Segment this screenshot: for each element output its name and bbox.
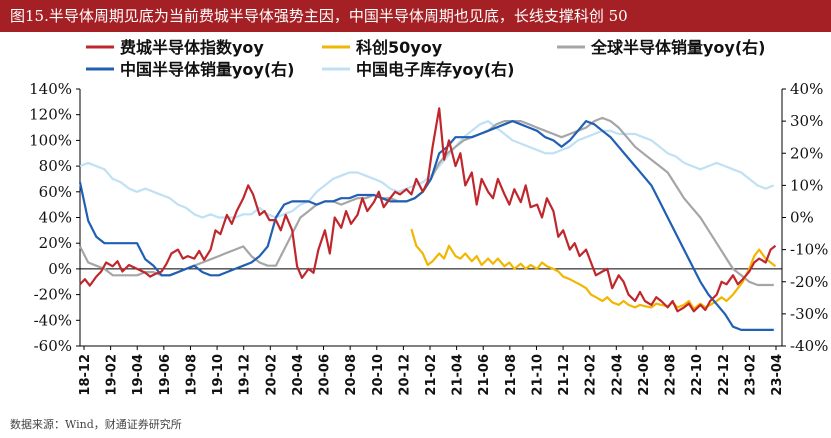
x-tick-label: 22-04 — [610, 354, 625, 396]
x-tick-label: 21-02 — [424, 354, 439, 396]
x-tick-label: 21-04 — [451, 354, 466, 396]
x-tick-label: 19-10 — [211, 354, 226, 396]
right-tick-label: -30% — [790, 305, 828, 323]
right-tick-label: -40% — [790, 337, 828, 355]
right-tick-label: 30% — [790, 112, 823, 130]
x-tick-label: 19-02 — [105, 354, 120, 396]
left-tick-label: 60% — [39, 183, 72, 201]
legend-label: 中国电子库存yoy(右) — [356, 60, 514, 79]
x-tick-label: 18-12 — [78, 354, 93, 396]
left-tick-label: 140% — [29, 80, 72, 98]
left-tick-label: -20% — [34, 286, 72, 304]
x-tick-label: 22-08 — [664, 354, 679, 396]
x-tick-label: 19-12 — [238, 354, 253, 396]
x-tick-label: 20-08 — [344, 354, 359, 396]
chart-title-bar: 图15.半导体周期见底为当前费城半导体强势主因，中国半导体周期也见底，长线支撑科… — [0, 0, 831, 32]
left-tick-label: 40% — [39, 209, 72, 227]
x-tick-label: 23-02 — [743, 354, 758, 396]
series-lines — [78, 107, 777, 331]
legend: 费城半导体指数yoy 科创50yoy 全球半导体销量yoy(右) 中国半导体销量yoy… — [86, 38, 765, 79]
x-tick-label: 20-06 — [318, 354, 333, 396]
x-tick-label: 20-12 — [397, 354, 412, 396]
source-note: 数据来源：Wind，财通证券研究所 — [10, 418, 182, 431]
left-tick-label: 0% — [48, 260, 72, 278]
x-tick-label: 19-06 — [158, 354, 173, 396]
x-tick-label: 21-08 — [504, 354, 519, 396]
chart-title: 图15.半导体周期见底为当前费城半导体强势主因，中国半导体周期也见底，长线支撑科… — [10, 7, 628, 25]
left-tick-label: -60% — [34, 337, 72, 355]
right-tick-label: 0% — [790, 209, 814, 227]
x-tick-label: 23-04 — [770, 354, 785, 396]
series-line — [79, 107, 777, 313]
x-tick-label: 21-10 — [530, 354, 545, 396]
x-tick-label: 20-10 — [371, 354, 386, 396]
right-tick-label: 20% — [790, 144, 823, 162]
x-tick-label: 22-02 — [584, 354, 599, 396]
left-tick-label: 100% — [29, 131, 72, 149]
series-line — [79, 120, 775, 219]
x-tick-label: 19-08 — [184, 354, 199, 396]
legend-label: 全球半导体销量yoy(右) — [590, 38, 765, 57]
right-tick-label: -20% — [790, 273, 828, 291]
x-tick-label: 21-12 — [557, 354, 572, 396]
legend-label: 中国半导体销量yoy(右) — [120, 60, 294, 79]
chart-canvas: 费城半导体指数yoy 科创50yoy 全球半导体销量yoy(右) 中国半导体销量yoy… — [29, 38, 828, 396]
x-tick-label: 20-02 — [264, 354, 279, 396]
left-tick-label: 80% — [39, 157, 72, 175]
left-tick-label: 20% — [39, 234, 72, 252]
left-tick-label: 120% — [29, 106, 72, 124]
x-tick-label: 20-04 — [291, 354, 306, 396]
series-line — [79, 116, 774, 287]
x-tick-label: 19-04 — [131, 354, 146, 396]
series-line — [78, 120, 774, 331]
x-tick-label: 22-12 — [717, 354, 732, 396]
x-tick-label: 22-10 — [690, 354, 705, 396]
right-tick-label: -10% — [790, 241, 828, 259]
right-tick-label: 10% — [790, 176, 823, 194]
x-tick-label: 22-06 — [637, 354, 652, 396]
legend-label: 费城半导体指数yoy — [120, 38, 264, 57]
right-tick-label: 40% — [790, 80, 823, 98]
axes: 140% 120% 100% 80% 60% 40% 20% 0% -20% -40% -60% 40… — [29, 80, 828, 396]
x-tick-label: 21-06 — [477, 354, 492, 396]
left-tick-label: -40% — [34, 311, 72, 329]
legend-label: 科创50yoy — [356, 38, 443, 57]
